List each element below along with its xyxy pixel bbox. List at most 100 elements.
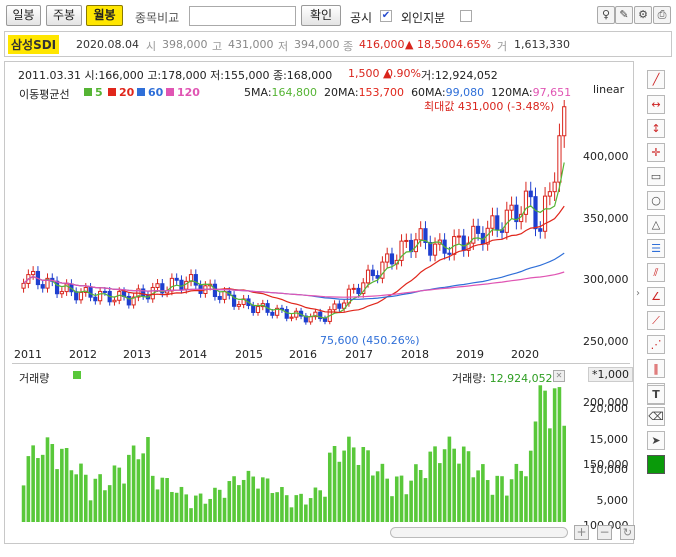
candle [346,288,352,304]
crosshair-icon[interactable]: ✛ [647,143,665,162]
volume-bar [275,492,279,522]
ma5-swatch [84,88,92,96]
volume-bar [170,491,174,522]
triangle-icon[interactable]: △ [647,215,665,234]
volume-bar [198,493,203,522]
trend-icon[interactable]: ⟋ [647,311,665,330]
candle [404,239,409,242]
tab-daily[interactable]: 일봉 [6,5,41,26]
volume-bar [433,446,437,522]
quote-rate: 4.65% [456,38,491,51]
low-icon: 저 [278,40,289,53]
text-tool-icon[interactable]: T [647,385,665,404]
legend-close: 168,000 [286,69,333,82]
zoom-in-icon[interactable]: + [574,525,589,540]
eraser-icon[interactable]: ⌫ [647,407,665,426]
volume-bar [174,492,179,522]
volume-bar [552,388,557,522]
volume-bar [179,486,184,522]
volume-bar [347,436,351,522]
tab-monthly[interactable]: 월봉 [86,5,123,26]
volume-bar [447,436,452,522]
candle [179,279,184,290]
legend-bar: 2011.03.31 시:166,000 고:178,000 저:155,000… [18,67,332,83]
high-icon: 고 [212,40,223,53]
quote-high: 431,000 [228,38,274,51]
panel-toggle-icon[interactable]: › [636,288,640,299]
legend-change: 1,500 ▲ [348,67,392,80]
volume-bar [160,477,165,522]
candle [193,274,198,286]
quote-low: 394,000 [294,38,340,51]
candle [528,190,533,198]
circle-icon[interactable]: ○ [647,191,665,210]
zoom-out-icon[interactable]: − [597,525,612,540]
volume-bar [260,477,265,522]
scale-label[interactable]: linear [593,83,625,96]
candle [231,294,237,307]
candle [356,287,361,295]
horizontal-line-icon[interactable]: ↔ [647,95,665,114]
candle [523,190,529,215]
volume-swatch [73,371,81,379]
settings-icon[interactable]: ⚙ [634,6,652,24]
candle [236,303,241,307]
candle [552,181,557,193]
fan-icon[interactable]: ∠ [647,287,665,306]
candle [432,243,438,256]
gann-icon[interactable]: ⋰ [647,335,665,354]
volume-bar [543,390,547,522]
price-chart[interactable] [12,100,584,362]
confirm-button[interactable]: 확인 [301,5,341,26]
candle [169,277,174,292]
candle [289,316,294,319]
cycle-icon[interactable]: ‖ [647,359,665,378]
refresh-icon[interactable]: ↻ [620,525,635,540]
volume-bar [414,464,418,522]
candle [64,283,69,293]
edit-icon[interactable]: ✎ [615,6,633,24]
volume-bar [428,451,433,522]
volume-bar [88,500,93,522]
vertical-line-icon[interactable]: ↕ [647,119,665,138]
volume-bar [404,494,409,522]
legend-low-label: 저: [210,69,224,82]
rectangle-icon[interactable]: ▭ [647,167,665,186]
volume-bar [299,493,303,522]
disclosure-checkbox[interactable]: ✔ [380,10,392,22]
compare-input[interactable] [189,6,296,26]
candle [509,204,514,211]
tab-weekly[interactable]: 주봉 [46,5,82,26]
volume-bar [26,456,31,522]
volume-bar [40,454,45,522]
volume-bar [476,470,480,522]
bulb-icon[interactable]: ♀ [597,6,615,24]
volume-bar [528,450,533,522]
volume-bar [485,480,490,522]
volume-bar [342,450,346,522]
volume-bar [466,451,471,522]
volume-bar [50,444,55,522]
volume-bar [380,463,385,522]
volume-chart[interactable] [12,380,584,522]
channel-icon[interactable]: ⫽ [647,263,665,282]
ma120-period: 120 [177,86,200,99]
color-picker-icon[interactable] [647,455,665,474]
volume-close-icon[interactable]: ✕ [553,370,565,382]
pointer-icon[interactable]: ➤ [647,431,665,450]
volume-bar [83,474,88,522]
volume-bar [304,504,308,522]
fibonacci-icon[interactable]: ☰ [647,239,665,258]
line-tool-icon[interactable]: ╱ [647,70,665,89]
candle [380,261,385,279]
horizontal-scrollbar[interactable] [390,527,568,538]
foreign-checkbox[interactable] [460,10,472,22]
volume-bar [409,480,413,522]
volume-bar [131,445,136,522]
print-icon[interactable]: ⎙ [653,6,671,24]
volume-bar [60,448,64,522]
candle [542,195,548,232]
candle [428,241,433,256]
stock-name: 삼성SDI [8,35,60,54]
volume-bar [457,463,461,522]
